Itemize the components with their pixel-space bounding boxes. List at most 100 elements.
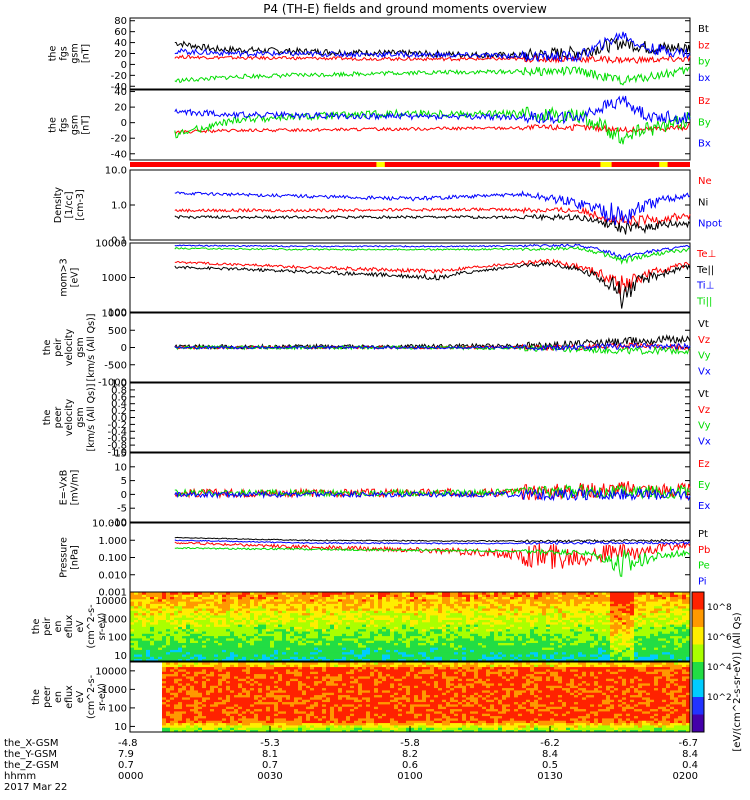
- spectrogram-cell: [410, 642, 415, 646]
- ylabel-line: [mV/m]: [70, 470, 81, 506]
- spectrogram-cell: [134, 631, 139, 634]
- spectrogram-cell: [458, 619, 463, 623]
- spectrogram-cell: [334, 647, 339, 650]
- spectrogram-cell: [538, 603, 543, 607]
- spectrogram-cell: [638, 617, 643, 620]
- spectrogram-cell: [230, 631, 235, 634]
- spectrogram-cell: [290, 640, 295, 643]
- spectrogram-cell: [318, 647, 323, 650]
- spectrogram-cell: [478, 640, 483, 643]
- spectrogram-cell: [674, 651, 679, 655]
- spectrogram-cell: [278, 658, 283, 662]
- spectrogram-cell: [634, 631, 639, 634]
- spectrogram-cell: [314, 628, 319, 632]
- spectrogram-cell: [674, 638, 679, 641]
- spectrogram-cell: [354, 644, 359, 648]
- spectrogram-cell: [358, 640, 363, 643]
- spectrogram-cell: [142, 610, 147, 614]
- spectrogram-cell: [326, 603, 331, 607]
- spectrogram-cell: [522, 638, 527, 641]
- spectrogram-cell: [630, 642, 635, 646]
- spectrogram-cell: [542, 612, 547, 616]
- spectrogram-cell: [538, 638, 543, 641]
- spectrogram-cell: [658, 605, 663, 609]
- spectrogram-cell: [358, 656, 363, 660]
- spectrogram-cell: [622, 651, 627, 655]
- spectrogram-cell: [398, 617, 403, 620]
- spectrogram-cell: [254, 628, 259, 632]
- spectrogram-cell: [142, 640, 147, 643]
- spectrogram-cell: [586, 603, 591, 607]
- spectrogram-cell: [254, 651, 259, 655]
- spectrogram-cell: [518, 608, 523, 611]
- spectrogram-cell: [130, 617, 135, 620]
- spectrogram-cell: [470, 612, 475, 616]
- spectrogram-cell: [278, 621, 283, 625]
- spectrogram-cell: [226, 640, 231, 643]
- spectrogram-cell: [546, 603, 551, 607]
- spectrogram-cell: [590, 608, 595, 611]
- spectrogram-cell: [606, 644, 611, 648]
- legend-label: Ne: [698, 176, 712, 187]
- spectrogram-cell: [406, 626, 411, 630]
- spectrogram-cell: [370, 640, 375, 643]
- spectrogram-cell: [370, 638, 375, 641]
- spectrogram-cell: [218, 640, 223, 643]
- spectrogram-cell: [482, 626, 487, 630]
- spectrogram-cell: [658, 658, 663, 662]
- spectrogram-cell: [246, 603, 251, 607]
- spectrogram-cell: [234, 624, 239, 627]
- spectrogram-cell: [506, 617, 511, 620]
- spectrogram-cell: [354, 621, 359, 625]
- spectrogram-cell: [642, 649, 647, 653]
- spectrogram-cell: [558, 612, 563, 616]
- spectrogram-cell: [586, 651, 591, 655]
- spectrogram-cell: [602, 635, 607, 639]
- spectrogram-cell: [482, 608, 487, 611]
- spectrogram-cell: [426, 647, 431, 650]
- spectrogram-cell: [630, 615, 635, 618]
- spectrogram-cell: [298, 621, 303, 625]
- spectrogram-cell: [510, 624, 515, 627]
- series-line-Ne: [174, 206, 691, 228]
- spectrogram-cell: [146, 649, 151, 653]
- spectrogram-cell: [162, 608, 167, 611]
- spectrogram-cell: [234, 638, 239, 641]
- spectrogram-cell: [170, 706, 175, 710]
- spectrogram-cell: [202, 701, 207, 705]
- spectrogram-cell: [606, 621, 611, 625]
- spectrogram-cell: [566, 612, 571, 616]
- spectrogram-cell: [190, 678, 195, 682]
- spectrogram-cell: [178, 619, 183, 623]
- spectrogram-cell: [202, 678, 207, 682]
- spectrogram-cell: [466, 603, 471, 607]
- spectrogram-cell: [210, 656, 215, 660]
- spectrogram-cell: [194, 610, 199, 614]
- spectrogram-cell: [238, 605, 243, 609]
- spectrogram-cell: [682, 592, 687, 595]
- spectrogram-cell: [226, 715, 231, 719]
- spectrogram-cell: [326, 654, 331, 657]
- spectrogram-cell: [302, 638, 307, 641]
- spectrogram-cell: [386, 603, 391, 607]
- spectrogram-cell: [494, 638, 499, 641]
- spectrogram-cell: [238, 647, 243, 650]
- spectrogram-cell: [138, 638, 143, 641]
- spectrogram-cell: [610, 635, 615, 639]
- y-tick-label: -1.0: [107, 448, 127, 459]
- spectrogram-cell: [214, 598, 219, 602]
- spectrogram-cell: [270, 605, 275, 609]
- spectrogram-cell: [478, 628, 483, 632]
- spectrogram-cell: [438, 628, 443, 632]
- spectrogram-cell: [366, 631, 371, 634]
- spectrogram-cell: [526, 658, 531, 662]
- spectrogram-cell: [514, 621, 519, 625]
- spectrogram-cell: [450, 612, 455, 616]
- spectrogram-cell: [230, 596, 235, 600]
- y-tick-label: 20: [114, 49, 127, 60]
- spectrogram-cell: [594, 651, 599, 655]
- spectrogram-cell: [586, 638, 591, 641]
- spectrogram-cell: [406, 601, 411, 604]
- spectrogram-cell: [526, 598, 531, 602]
- y-tick-label: 0.4: [111, 399, 127, 410]
